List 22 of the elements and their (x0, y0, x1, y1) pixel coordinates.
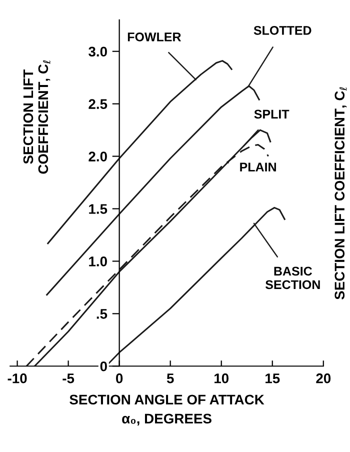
y-tick-label: 2.0 (88, 152, 107, 162)
annotation: FOWLER (128, 32, 182, 42)
x-tick-label: 10 (214, 373, 229, 384)
x-tick-label: 0 (116, 373, 123, 384)
annotation: SLOTTED (254, 26, 312, 35)
x-tick-label: 15 (266, 374, 280, 384)
y-tick-label: 0 (100, 361, 107, 372)
y-tick-label: 1.5 (89, 204, 108, 214)
x-axis-title: SECTION ANGLE OF ATTACK α₀, DEGREES (70, 394, 264, 426)
annotation: BASIC SECTION (265, 266, 320, 290)
y-tick-label: .5 (96, 309, 108, 319)
x-tick-label: -10 (8, 373, 27, 384)
x-tick-label: 5 (166, 374, 174, 384)
annotation: PLAIN (240, 162, 276, 172)
y-tick-label: 2.5 (88, 99, 108, 109)
y-tick-label: 1.0 (89, 256, 107, 266)
annotation: SPLIT (254, 110, 290, 119)
x-tick-label: 20 (316, 373, 331, 384)
x-tick-label: -5 (62, 374, 74, 384)
y2-axis-title: SECTION LIFT COEFFICIENT, C$_{ℓ}$ (334, 87, 347, 300)
y-axis-title: SECTION LIFT COEFFICIENT, C$_{ℓ}$ (23, 60, 50, 174)
y-tick-label: 3.0 (88, 46, 107, 57)
